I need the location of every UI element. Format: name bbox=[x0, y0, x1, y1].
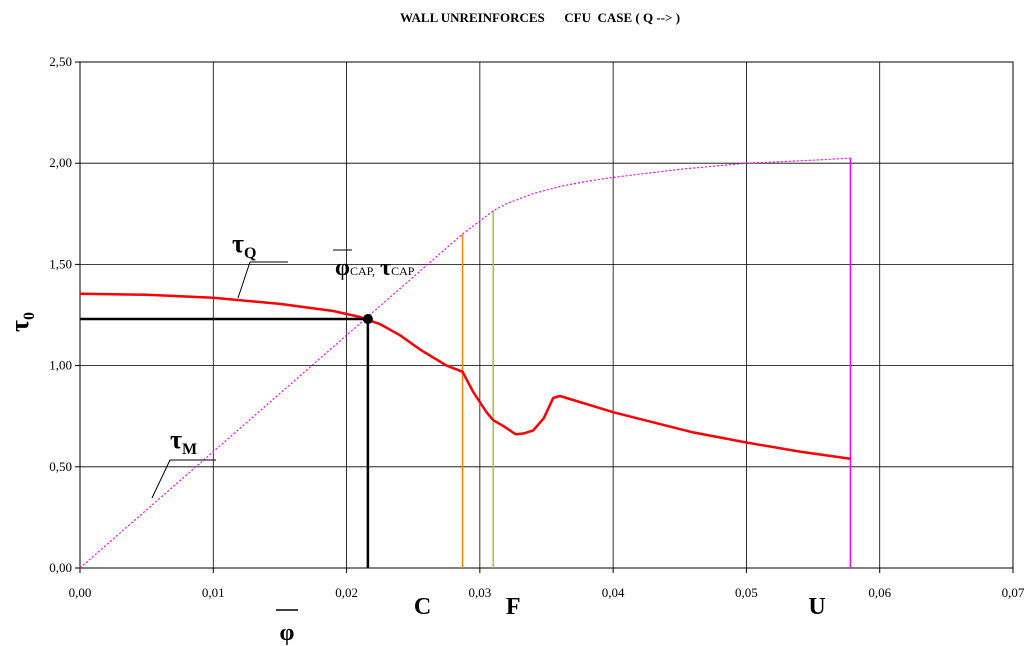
series-lines bbox=[79, 157, 851, 569]
series-tau-q bbox=[79, 292, 851, 460]
marker-label-f: F bbox=[506, 594, 521, 620]
annotation-cap-tau-sub: CAP bbox=[391, 264, 415, 278]
annotation-tau-m: τM bbox=[151, 425, 216, 499]
y-tick-label-0: 0,00 bbox=[49, 560, 72, 575]
annotation-tau-q-main: τ bbox=[232, 229, 244, 258]
annotation-tau-m-main: τ bbox=[170, 425, 182, 454]
x-tick-label-7: 0,07 bbox=[1002, 585, 1025, 600]
series-tau-m bbox=[79, 157, 851, 569]
y-tick-label-4: 2,00 bbox=[49, 155, 72, 170]
chart-title: WALL UNREINFORCES CFU CASE ( Q --> ) bbox=[400, 10, 680, 25]
x-tick-label-1: 0,01 bbox=[202, 585, 225, 600]
x-tick-label-3: 0,03 bbox=[468, 585, 491, 600]
x-tick-labels: 0,00 0,01 0,02 0,03 0,04 0,05 0,06 0,07 bbox=[69, 585, 1025, 600]
x-tick-label-2: 0,02 bbox=[335, 585, 358, 600]
y-tick-label-3: 1,50 bbox=[49, 256, 72, 271]
cap-lines bbox=[80, 314, 373, 568]
annotation-tau-q-sub: Q bbox=[244, 245, 256, 262]
y-tick-labels: 0,00 0,50 1,00 1,50 2,00 2,50 bbox=[49, 54, 72, 575]
marker-label-u: U bbox=[808, 594, 825, 620]
y-axis-label: τ0 bbox=[5, 312, 38, 332]
x-axis-label: φ bbox=[280, 620, 295, 646]
svg-text:φCAP,τCAP: φCAP, τCAP bbox=[335, 255, 415, 281]
annotation-tau-m-sub: M bbox=[182, 441, 197, 458]
marker-label-c: C bbox=[414, 594, 431, 620]
x-tick-label-0: 0,00 bbox=[69, 585, 92, 600]
y-axis-label-main: τ bbox=[5, 320, 34, 332]
grid bbox=[75, 61, 1014, 573]
x-tick-label-4: 0,04 bbox=[602, 585, 625, 600]
x-tick-label-6: 0,06 bbox=[868, 585, 891, 600]
annotation-cap-phi-sub: CAP, bbox=[350, 264, 375, 278]
y-axis-label-sub: 0 bbox=[21, 312, 38, 320]
y-tick-label-2: 1,00 bbox=[49, 358, 72, 373]
y-tick-label-5: 2,50 bbox=[49, 54, 72, 69]
cap-point bbox=[362, 314, 373, 325]
plot-frame bbox=[79, 61, 1014, 569]
vertical-lines bbox=[461, 158, 852, 568]
annotation-cap-phi: φ bbox=[335, 255, 350, 281]
svg-text:τQ: τQ bbox=[232, 229, 256, 262]
y-tick-label-1: 0,50 bbox=[49, 459, 72, 474]
annotation-cap: φCAP, τCAP bbox=[333, 249, 415, 281]
annotation-cap-tau: τ bbox=[380, 255, 391, 281]
x-tick-label-5: 0,05 bbox=[735, 585, 758, 600]
svg-text:τM: τM bbox=[170, 425, 197, 458]
annotation-tau-q: τQ bbox=[232, 229, 288, 299]
